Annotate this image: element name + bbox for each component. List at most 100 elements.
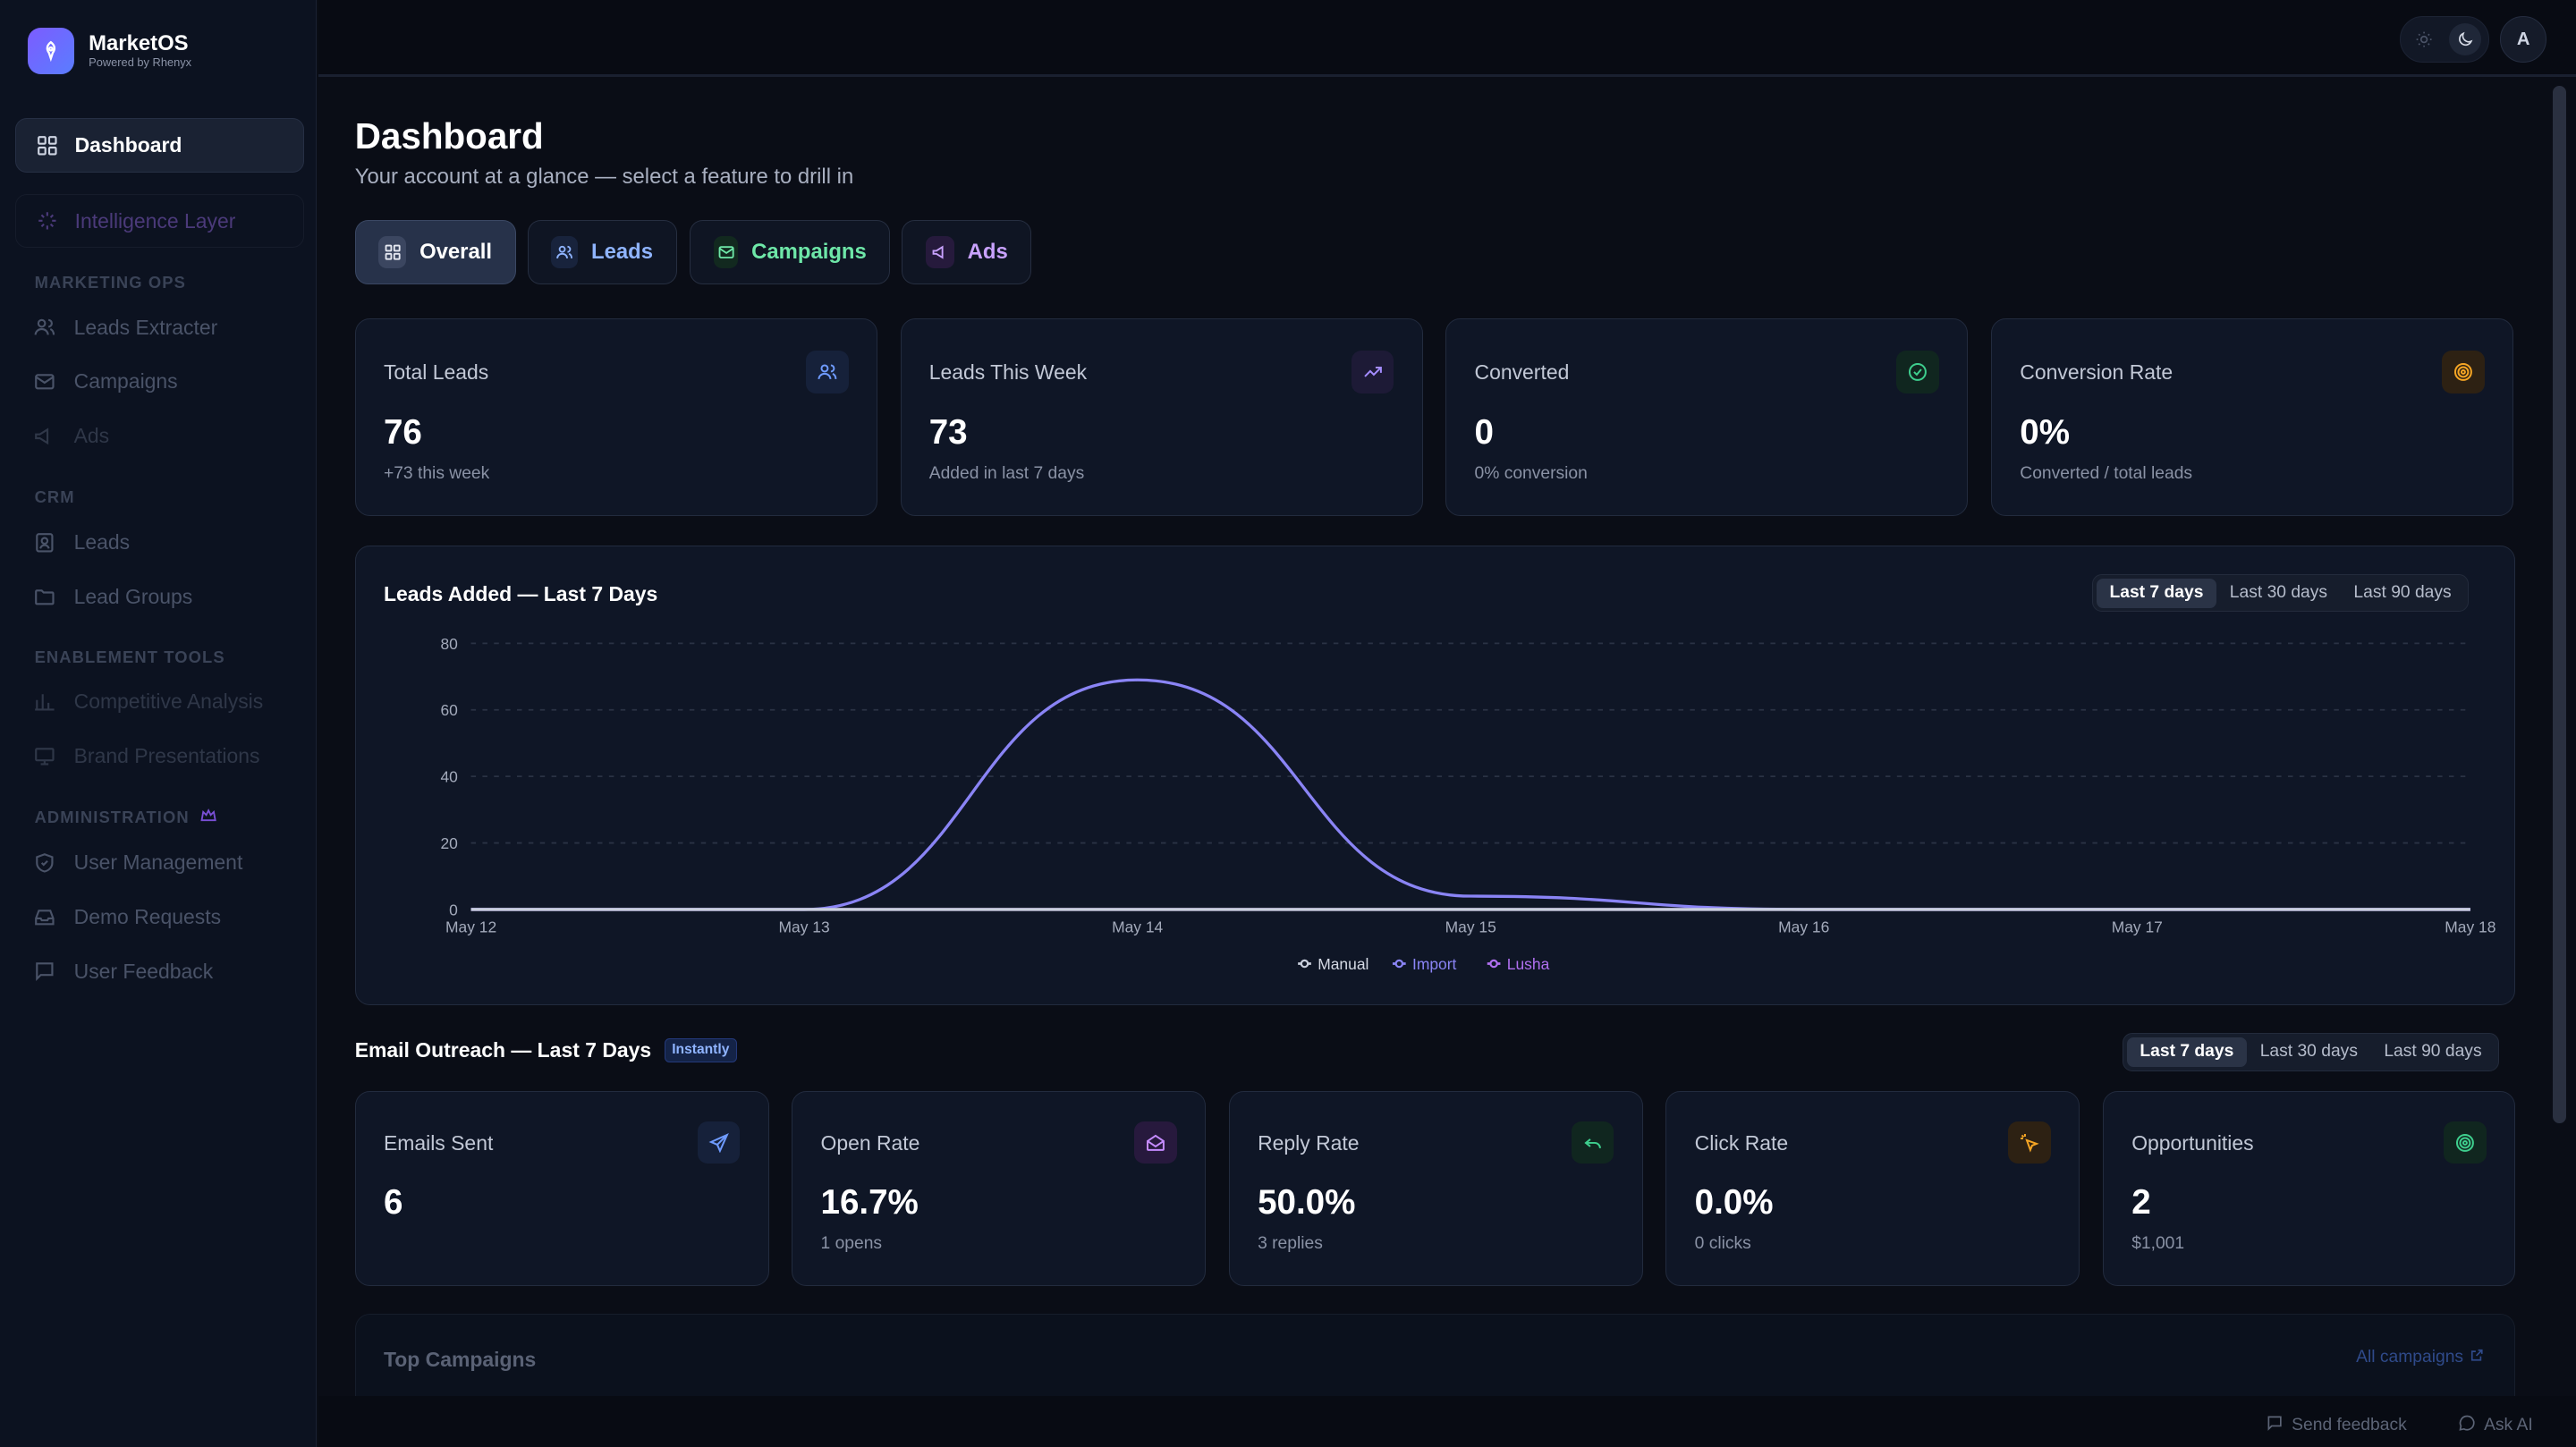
x-tick-label: May 14 [1112, 918, 1163, 935]
tab-overall[interactable]: Overall [354, 220, 516, 284]
range-last-90-days[interactable]: Last 90 days [2384, 1042, 2482, 1062]
button-label: Ask AI [2484, 1416, 2533, 1435]
stat-label: Converted [1474, 360, 1570, 385]
sidebar-item-label: Brand Presentations [73, 744, 260, 768]
users-icon [551, 235, 579, 269]
stat-sub: Added in last 7 days [928, 463, 1085, 483]
email-outreach-title: Email Outreach — Last 7 Days Instantly [355, 1037, 737, 1063]
link-label: All campaigns [2356, 1348, 2464, 1367]
sidebar-item-competitive-analysis[interactable]: Competitive Analysis [33, 690, 263, 714]
email-card-click-rate: Click Rate 0.0% 0 clicks [1665, 1090, 2080, 1287]
scrollbar-thumb[interactable] [2553, 85, 2566, 1124]
tab-label: Overall [419, 239, 492, 264]
sidebar-item-ads[interactable]: Ads [33, 424, 109, 448]
nav-section-enablement-tools: Enablement Tools [34, 647, 225, 666]
email-stat-sub: 1 opens [820, 1234, 883, 1254]
sidebar-item-user-management[interactable]: User Management [33, 850, 242, 875]
sidebar-item-lead-groups[interactable]: Lead Groups [33, 585, 192, 609]
sidebar-item-intelligence-layer[interactable]: Intelligence Layer [14, 193, 304, 249]
mail-open-icon [1134, 1121, 1177, 1164]
sidebar-item-demo-requests[interactable]: Demo Requests [33, 905, 221, 929]
stat-label: Total Leads [383, 360, 489, 385]
tab-leads[interactable]: Leads [527, 220, 677, 284]
top-campaigns-title: Top Campaigns [383, 1348, 537, 1372]
sidebar-item-label: Campaigns [73, 369, 178, 393]
leads-line-chart: 0 20 40 60 80 May 12 May 13 May 14 May 15 May 16 M… [440, 635, 2496, 973]
tab-ads[interactable]: Ads [902, 220, 1032, 284]
sidebar-item-leads-extracter[interactable]: Leads Extracter [33, 315, 218, 340]
leads-chart-card: Leads Added — Last 7 Days Last 7 days La… [354, 545, 2515, 1006]
message-icon [33, 960, 56, 983]
range-last-7-days[interactable]: Last 7 days [2126, 1037, 2248, 1067]
sidebar-item-leads[interactable]: Leads [33, 530, 130, 554]
x-tick-label: May 15 [1445, 918, 1496, 935]
legend-label-lusha: Lusha [1507, 955, 1550, 973]
email-card-open-rate: Open Rate 16.7% 1 opens [792, 1090, 1207, 1287]
all-campaigns-link[interactable]: All campaigns [2356, 1348, 2485, 1368]
sidebar-item-brand-presentations[interactable]: Brand Presentations [33, 744, 260, 768]
email-stat-sub: 3 replies [1258, 1234, 1323, 1254]
range-last-30-days[interactable]: Last 30 days [2229, 583, 2328, 603]
send-icon [697, 1121, 741, 1164]
chat-icon [2458, 1414, 2476, 1437]
sidebar-item-label: Intelligence Layer [74, 208, 236, 233]
email-stat-value: 50.0% [1258, 1183, 1356, 1223]
stat-value: 0 [1474, 413, 1494, 452]
click-icon [2008, 1121, 2052, 1164]
range-last-7-days[interactable]: Last 7 days [2096, 578, 2217, 608]
sidebar-item-dashboard[interactable]: Dashboard [14, 118, 304, 173]
range-last-90-days[interactable]: Last 90 days [2353, 583, 2452, 603]
sun-icon[interactable] [2408, 23, 2441, 56]
sidebar-item-label: Demo Requests [73, 905, 222, 929]
instantly-badge: Instantly [664, 1037, 737, 1063]
avatar[interactable]: A [2500, 16, 2546, 63]
email-stat-value: 16.7% [820, 1183, 919, 1223]
sidebar-item-label: Ads [73, 423, 110, 447]
chart-title: Leads Added — Last 7 Days [383, 582, 658, 606]
email-card-opportunities: Opportunities 2 $1,001 [2102, 1090, 2515, 1287]
ask-ai-button[interactable]: Ask AI [2458, 1414, 2533, 1437]
theme-toggle[interactable] [2400, 16, 2489, 63]
inbox-icon [33, 906, 56, 929]
external-link-icon [2470, 1348, 2485, 1368]
email-stat-sub: 0 clicks [1694, 1234, 1751, 1254]
nav-section-label: Administration [34, 808, 190, 827]
scrollbar[interactable] [2550, 82, 2570, 1380]
presentation-icon [33, 745, 56, 768]
series-line-import [470, 678, 2470, 911]
chart-range-selector: Last 7 days Last 30 days Last 90 days [2092, 574, 2470, 613]
megaphone-icon [33, 425, 56, 448]
nav-section-administration: Administration [35, 807, 217, 829]
contact-icon [33, 531, 56, 554]
range-last-30-days[interactable]: Last 30 days [2259, 1042, 2358, 1062]
mail-icon [714, 235, 739, 269]
sidebar-item-label: User Feedback [73, 959, 214, 983]
page-subtitle: Your account at a glance — select a feat… [354, 164, 854, 189]
check-circle-icon [1896, 351, 1940, 393]
legend-label-manual: Manual [1318, 955, 1368, 973]
chart-icon [33, 690, 56, 714]
send-feedback-button[interactable]: Send feedback [2266, 1414, 2407, 1437]
moon-icon[interactable] [2448, 22, 2482, 56]
sidebar-item-user-feedback[interactable]: User Feedback [33, 960, 213, 984]
topbar [318, 0, 2576, 78]
sidebar-item-campaigns[interactable]: Campaigns [33, 369, 178, 393]
y-tick-label: 0 [449, 901, 458, 918]
sidebar-item-label: Leads Extracter [73, 315, 218, 339]
legend-label-import: Import [1412, 955, 1457, 973]
users-icon [33, 316, 56, 339]
tab-label: Leads [591, 239, 653, 264]
email-stat-value: 2 [2131, 1183, 2151, 1223]
email-stat-label: Reply Rate [1258, 1130, 1360, 1155]
y-tick-label: 40 [440, 767, 458, 785]
tab-campaigns[interactable]: Campaigns [690, 220, 891, 284]
x-tick-label: May 12 [445, 918, 496, 935]
mail-icon [33, 370, 56, 393]
y-tick-label: 80 [440, 635, 458, 653]
tab-label: Campaigns [751, 239, 867, 264]
email-card-emails-sent: Emails Sent 6 [354, 1090, 769, 1287]
trending-up-icon [1351, 351, 1394, 393]
nav-section-crm: CRM [34, 487, 75, 507]
email-range-selector: Last 7 days Last 30 days Last 90 days [2123, 1033, 2499, 1071]
brand[interactable]: MarketOS Powered by Rhenyx [28, 28, 191, 74]
